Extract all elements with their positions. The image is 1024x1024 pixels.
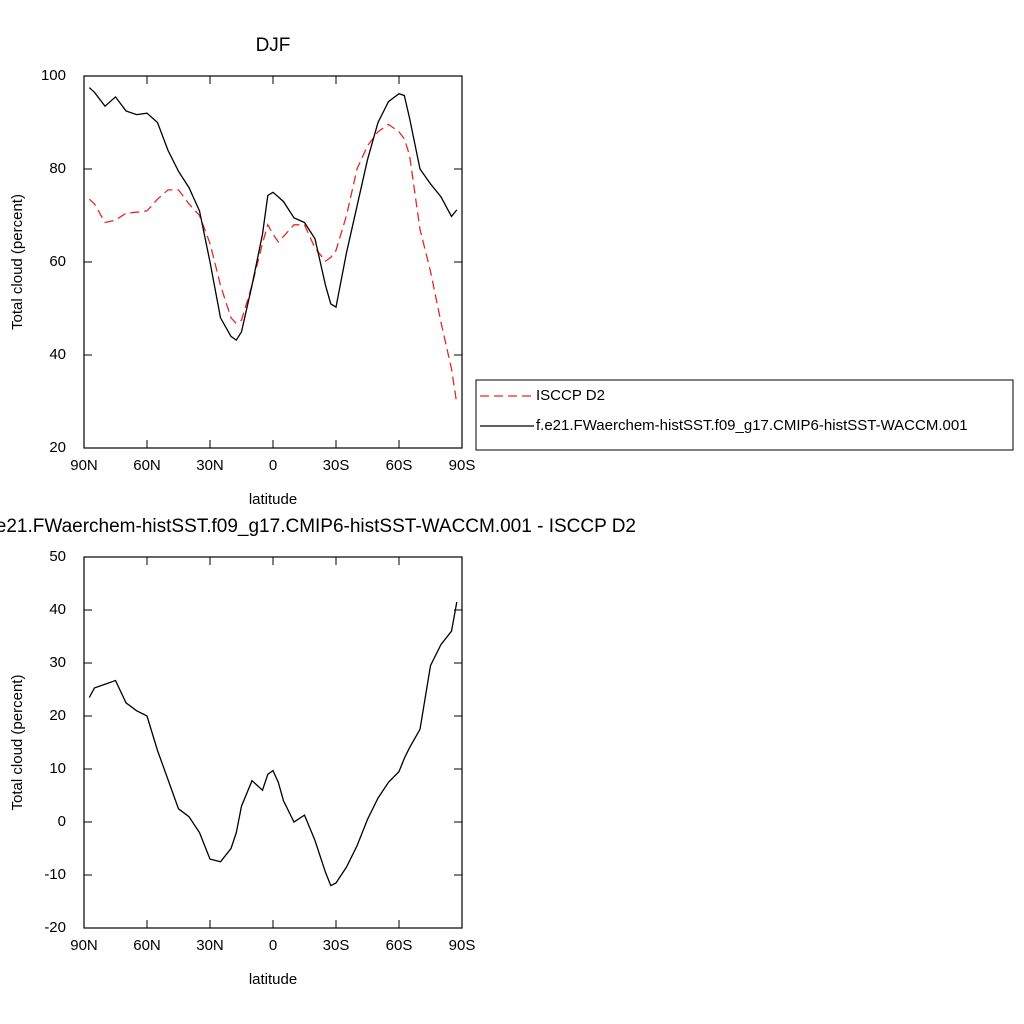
- plot-frame: [83, 75, 463, 449]
- x-tick-label: 90S: [449, 457, 476, 474]
- x-axis-label: latitude: [249, 491, 297, 508]
- x-tick-label: 30N: [196, 457, 224, 474]
- y-tick-label: 0: [58, 813, 66, 830]
- legend-label: ISCCP D2: [536, 387, 605, 404]
- x-tick-label: 30S: [323, 457, 350, 474]
- x-tick-label: 90N: [70, 937, 98, 954]
- x-tick-label: 90N: [70, 457, 98, 474]
- x-axis-label: latitude: [249, 971, 297, 988]
- x-tick-label: 60N: [133, 457, 161, 474]
- y-tick-label: 80: [49, 160, 66, 177]
- y-tick-label: 100: [41, 67, 66, 84]
- x-tick-label: 0: [269, 937, 277, 954]
- y-tick-label: -20: [44, 919, 66, 936]
- x-tick-label: 90S: [449, 937, 476, 954]
- y-tick-label: 20: [49, 439, 66, 456]
- y-tick-label: 10: [49, 760, 66, 777]
- x-tick-label: 0: [269, 457, 277, 474]
- x-tick-label: 30S: [323, 937, 350, 954]
- data-line: [88, 601, 458, 887]
- x-tick-label: 30N: [196, 937, 224, 954]
- x-tick-label: 60S: [386, 937, 413, 954]
- y-axis-label: Total cloud (percent): [9, 675, 26, 811]
- y-tick-label: 30: [49, 654, 66, 671]
- legend-box: [475, 379, 1014, 451]
- y-axis-label: Total cloud (percent): [9, 194, 26, 330]
- y-tick-label: -10: [44, 866, 66, 883]
- y-tick-label: 40: [49, 346, 66, 363]
- data-line: [88, 123, 458, 404]
- x-tick-label: 60S: [386, 457, 413, 474]
- plot-frame: [83, 556, 463, 929]
- y-tick-label: 60: [49, 253, 66, 270]
- y-tick-label: 50: [49, 548, 66, 565]
- chart-title: f.e21.FWaerchem-histSST.f09_g17.CMIP6-hi…: [0, 516, 636, 537]
- legend-label: f.e21.FWaerchem-histSST.f09_g17.CMIP6-hi…: [536, 417, 968, 434]
- data-line: [88, 87, 458, 342]
- y-tick-label: 20: [49, 707, 66, 724]
- x-tick-label: 60N: [133, 937, 161, 954]
- y-tick-label: 40: [49, 601, 66, 618]
- chart-title: DJF: [256, 35, 291, 56]
